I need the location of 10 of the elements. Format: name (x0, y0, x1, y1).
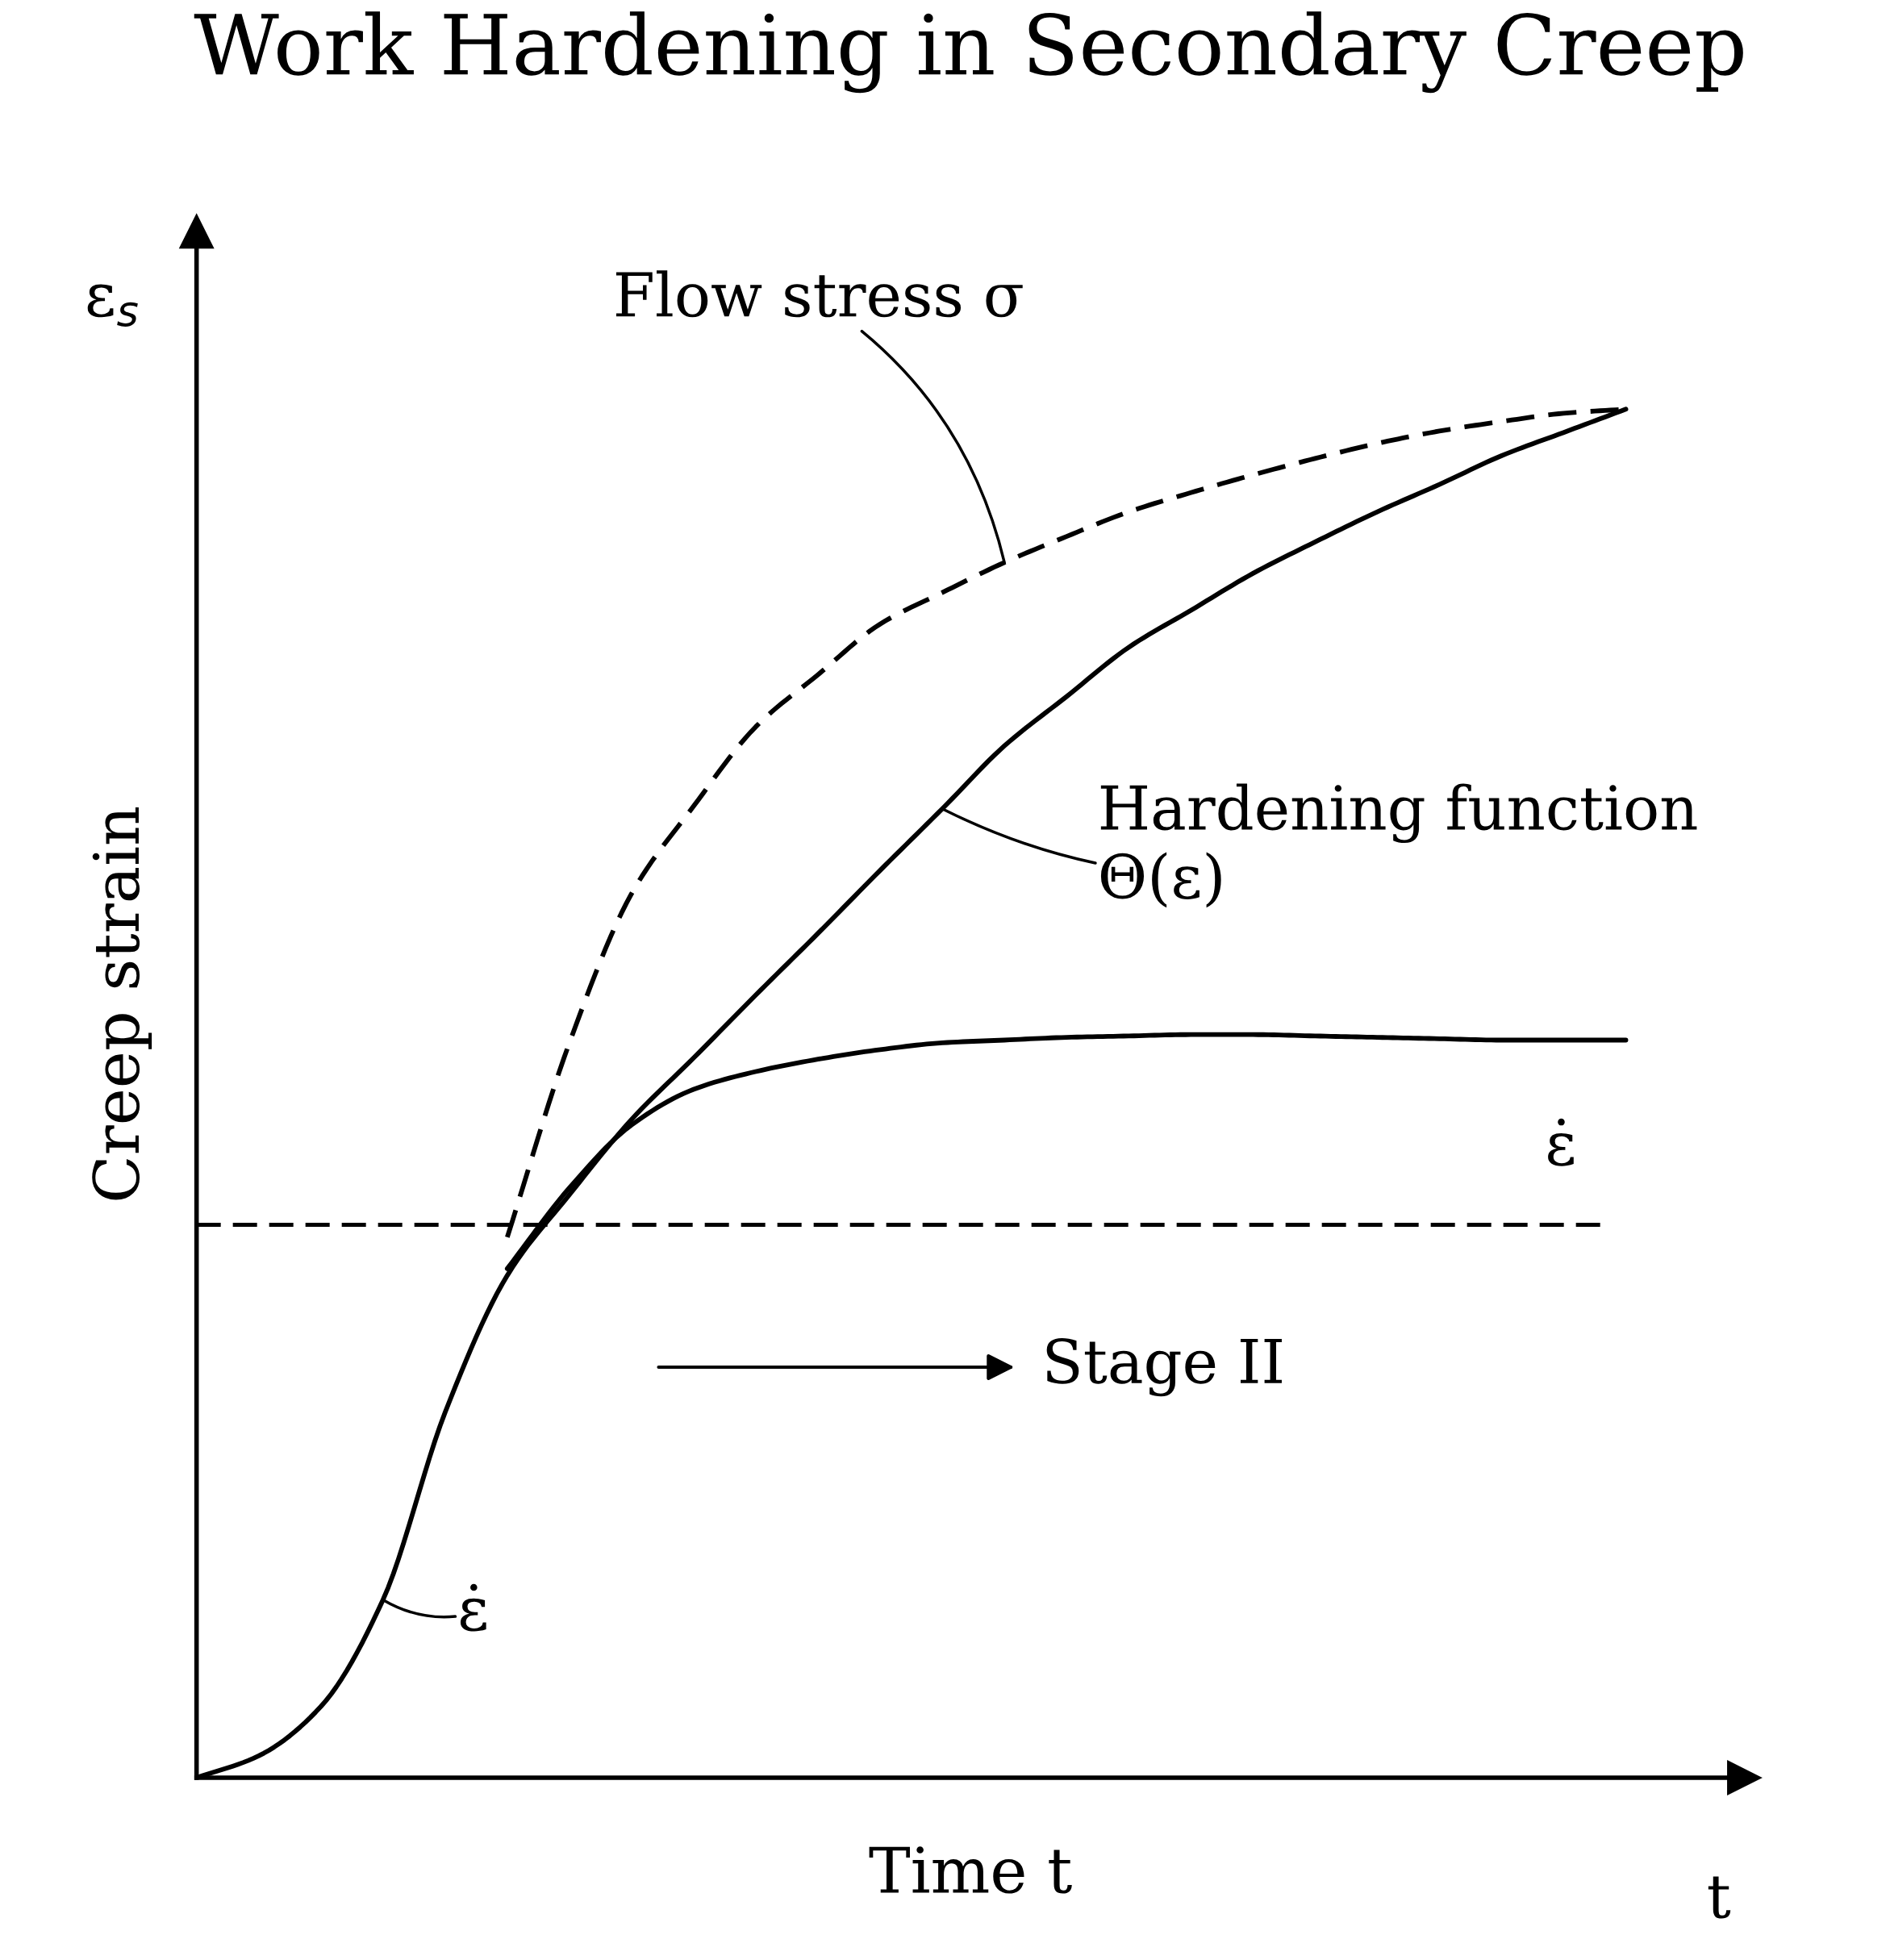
text: ε$_{s}$ (87, 284, 138, 327)
chart-title: Work Hardening in Secondary Creep (194, 11, 1743, 94)
x-axis-title: Time t (869, 1846, 1072, 1894)
y-axis-title: Creep strain (92, 807, 152, 1200)
text: Flow stress σ (615, 270, 1023, 318)
annotation: Hardening function Θ(ε) (1100, 783, 1697, 908)
annotation: ε̇ (1548, 1118, 1574, 1166)
text: t (1708, 1876, 1731, 1919)
annotation: ε̇ (460, 1583, 486, 1632)
annotation: Stage II (1046, 1337, 1282, 1397)
